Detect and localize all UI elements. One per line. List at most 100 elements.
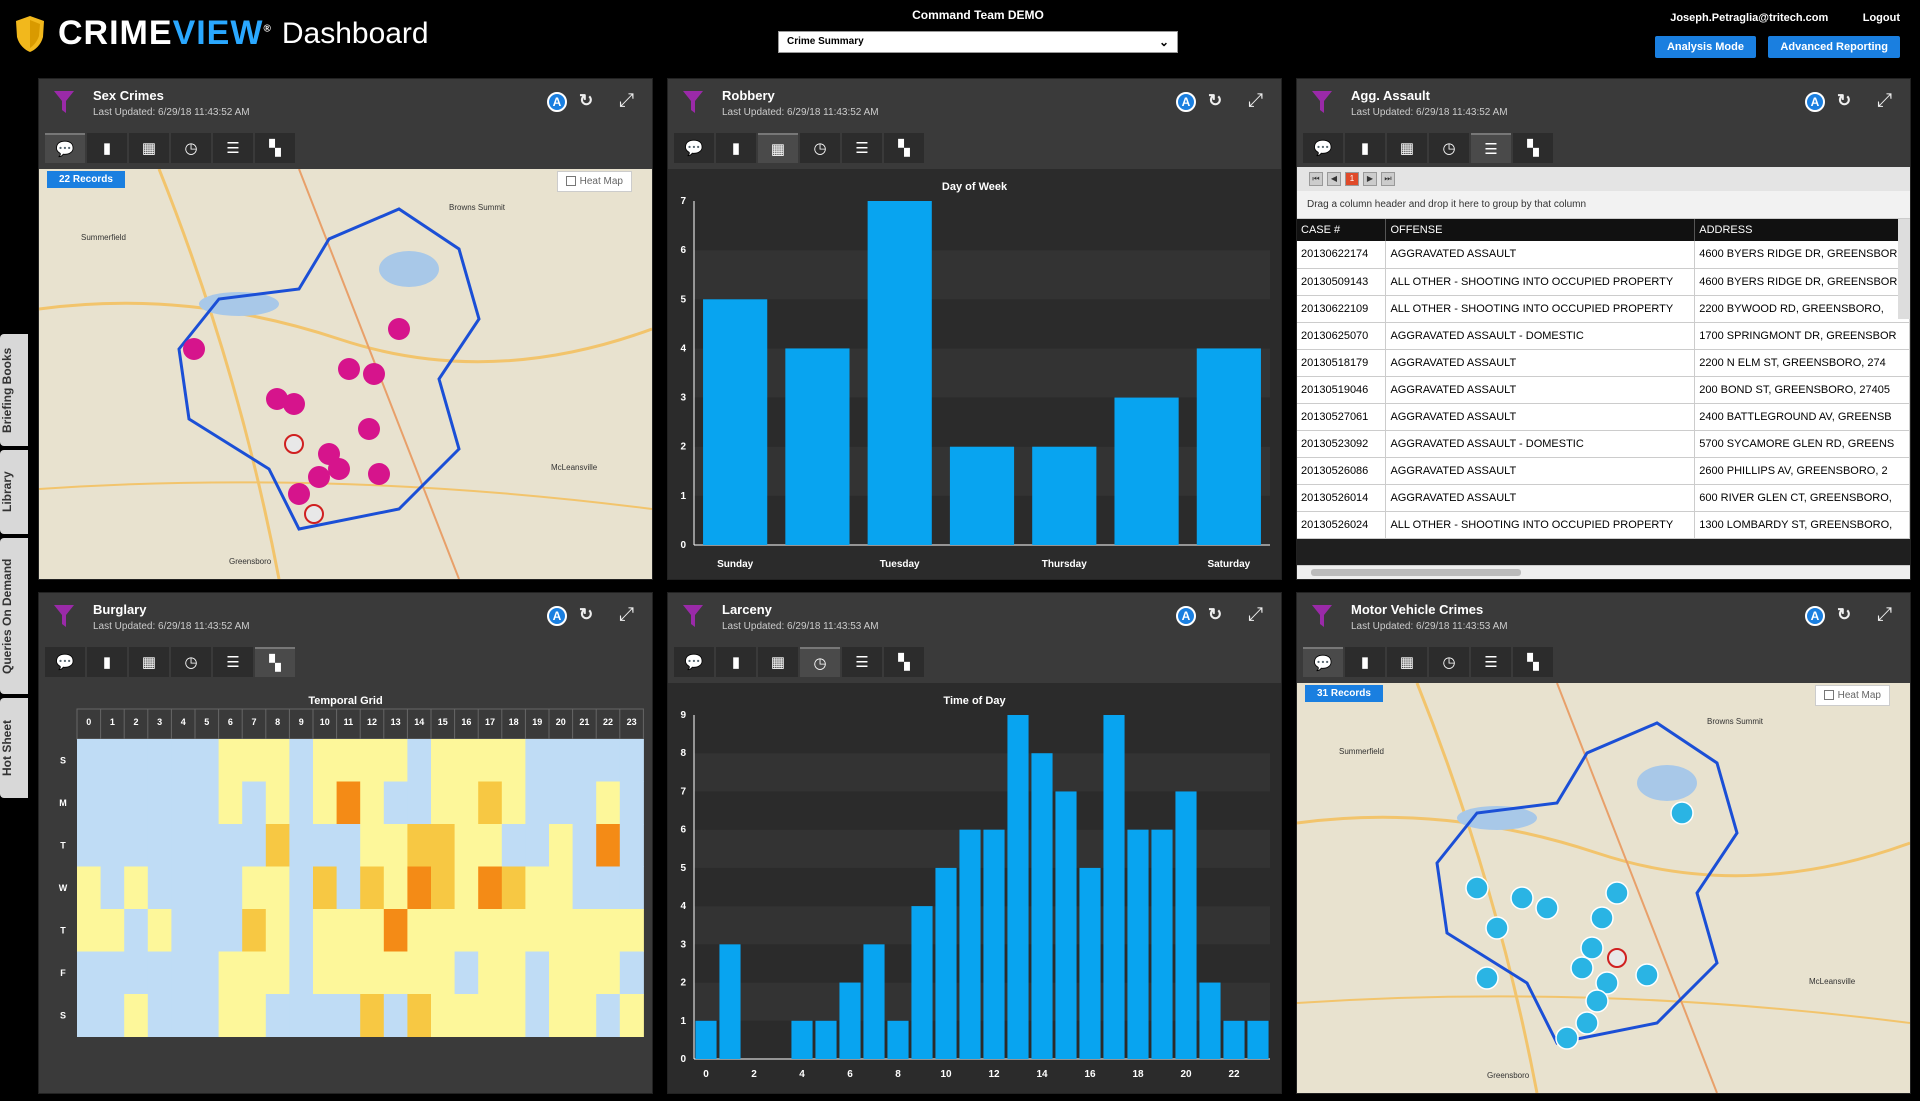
table-row[interactable]: 20130622109 ALL OTHER - SHOOTING INTO OCC… bbox=[1297, 295, 1910, 323]
table-row[interactable]: 20130526024 ALL OTHER - SHOOTING INTO OCC… bbox=[1297, 511, 1910, 539]
funnel-icon[interactable] bbox=[53, 89, 75, 115]
tab-temporal-grid[interactable]: ▚ bbox=[884, 647, 924, 677]
expand-icon[interactable]: ⤢ bbox=[1248, 90, 1264, 111]
tab-map[interactable]: 💬 bbox=[45, 133, 85, 163]
funnel-icon[interactable] bbox=[1311, 89, 1333, 115]
tab-temporal-grid[interactable]: ▚ bbox=[255, 133, 295, 163]
expand-icon[interactable]: ⤢ bbox=[619, 90, 635, 111]
expand-icon[interactable]: ⤢ bbox=[619, 604, 635, 625]
tab-clock[interactable]: ◷ bbox=[1429, 647, 1469, 677]
map-label: Greensboro bbox=[1487, 1071, 1530, 1080]
logout-link[interactable]: Logout bbox=[1862, 12, 1900, 24]
table-row[interactable]: 20130519046 AGGRAVATED ASSAULT 200 BOND ST… bbox=[1297, 376, 1910, 404]
heat-map-checkbox[interactable] bbox=[1823, 690, 1834, 701]
heat-map-checkbox[interactable] bbox=[565, 176, 576, 187]
tab-bar-chart[interactable]: ▮ bbox=[1345, 647, 1385, 677]
map-motor-vehicle[interactable]: 31 Records Heat Map Summerfield Browns S… bbox=[1297, 683, 1910, 1093]
tab-clock[interactable]: ◷ bbox=[171, 647, 211, 677]
tab-calendar[interactable]: ▦ bbox=[758, 647, 798, 677]
tab-bar-chart[interactable]: ▮ bbox=[1345, 133, 1385, 163]
tab-calendar[interactable]: ▦ bbox=[129, 133, 169, 163]
vertical-scrollbar[interactable] bbox=[1898, 219, 1910, 319]
sync-icon[interactable]: ↻ bbox=[579, 605, 594, 624]
tab-table[interactable]: ☰ bbox=[213, 647, 253, 677]
tab-bar-chart[interactable]: ▮ bbox=[87, 133, 127, 163]
tab-map[interactable]: 💬 bbox=[1303, 647, 1343, 677]
tab-clock[interactable]: ◷ bbox=[800, 647, 840, 677]
a-icon[interactable]: A bbox=[547, 92, 567, 112]
tab-clock[interactable]: ◷ bbox=[800, 133, 840, 163]
tab-temporal-grid[interactable]: ▚ bbox=[1513, 133, 1553, 163]
horizontal-scrollbar[interactable] bbox=[1297, 565, 1910, 579]
funnel-icon[interactable] bbox=[682, 603, 704, 629]
table-row[interactable]: 20130622174 AGGRAVATED ASSAULT 4600 BYERS … bbox=[1297, 241, 1910, 269]
expand-icon[interactable]: ⤢ bbox=[1877, 90, 1893, 111]
tab-bar-chart[interactable]: ▮ bbox=[716, 647, 756, 677]
funnel-icon[interactable] bbox=[1311, 603, 1333, 629]
tab-bar-chart[interactable]: ▮ bbox=[87, 647, 127, 677]
scrollbar-thumb[interactable] bbox=[1311, 569, 1521, 576]
tab-map[interactable]: 💬 bbox=[45, 647, 85, 677]
a-icon[interactable]: A bbox=[1176, 92, 1196, 112]
side-tab-briefing-books[interactable]: Briefing Books bbox=[0, 334, 28, 446]
tab-clock[interactable]: ◷ bbox=[1429, 133, 1469, 163]
table-row[interactable]: 20130526086 AGGRAVATED ASSAULT 2600 PHILLI… bbox=[1297, 457, 1910, 485]
a-icon[interactable]: A bbox=[547, 606, 567, 626]
sync-icon[interactable]: ↻ bbox=[579, 91, 594, 110]
table-row[interactable]: 20130527061 AGGRAVATED ASSAULT 2400 BATTLE… bbox=[1297, 403, 1910, 431]
tab-table[interactable]: ☰ bbox=[1471, 647, 1511, 677]
expand-icon[interactable]: ⤢ bbox=[1248, 604, 1264, 625]
column-header[interactable]: ADDRESS bbox=[1694, 219, 1910, 241]
a-icon[interactable]: A bbox=[1176, 606, 1196, 626]
analysis-mode-button[interactable]: Analysis Mode bbox=[1654, 36, 1756, 58]
tab-table[interactable]: ☰ bbox=[1471, 133, 1511, 163]
prev-page-button[interactable]: ◀ bbox=[1327, 172, 1341, 186]
map-sex-crimes[interactable]: 22 Records Heat Map Summerfield Browns S… bbox=[39, 169, 652, 579]
table-row[interactable]: 20130518179 AGGRAVATED ASSAULT 2200 N ELM … bbox=[1297, 349, 1910, 377]
next-page-button[interactable]: ▶ bbox=[1363, 172, 1377, 186]
advanced-reporting-button[interactable]: Advanced Reporting bbox=[1768, 36, 1900, 58]
tab-temporal-grid[interactable]: ▚ bbox=[255, 647, 295, 677]
tab-temporal-grid[interactable]: ▚ bbox=[1513, 647, 1553, 677]
dashboard-selector[interactable]: Crime Summary ⌄ bbox=[778, 31, 1178, 53]
tab-bar-chart[interactable]: ▮ bbox=[716, 133, 756, 163]
tab-table[interactable]: ☰ bbox=[842, 133, 882, 163]
a-icon[interactable]: A bbox=[1805, 606, 1825, 626]
first-page-button[interactable]: ⏮ bbox=[1309, 172, 1323, 186]
crimeview-logo[interactable]: CRIMEVIEW® Dashboard bbox=[14, 14, 429, 53]
sync-icon[interactable]: ↻ bbox=[1837, 91, 1852, 110]
funnel-icon[interactable] bbox=[682, 89, 704, 115]
tab-map[interactable]: 💬 bbox=[674, 647, 714, 677]
column-header[interactable]: CASE # bbox=[1297, 219, 1387, 241]
tab-calendar[interactable]: ▦ bbox=[1387, 647, 1427, 677]
a-icon[interactable]: A bbox=[1805, 92, 1825, 112]
table-row[interactable]: 20130523092 AGGRAVATED ASSAULT - DOMESTIC… bbox=[1297, 430, 1910, 458]
last-page-button[interactable]: ⏭ bbox=[1381, 172, 1395, 186]
side-tab-queries-on-demand[interactable]: Queries On Demand bbox=[0, 538, 28, 694]
expand-icon[interactable]: ⤢ bbox=[1877, 604, 1893, 625]
sync-icon[interactable]: ↻ bbox=[1208, 91, 1223, 110]
tab-calendar[interactable]: ▦ bbox=[758, 133, 798, 163]
page-number[interactable]: 1 bbox=[1345, 172, 1359, 186]
tab-calendar[interactable]: ▦ bbox=[129, 647, 169, 677]
side-tab-library[interactable]: Library bbox=[0, 450, 28, 534]
heat-map-toggle[interactable]: Heat Map bbox=[556, 171, 632, 192]
sync-icon[interactable]: ↻ bbox=[1208, 605, 1223, 624]
grid-cell bbox=[383, 781, 408, 825]
tab-temporal-grid[interactable]: ▚ bbox=[884, 133, 924, 163]
table-row[interactable]: 20130625070 AGGRAVATED ASSAULT - DOMESTIC… bbox=[1297, 322, 1910, 350]
group-by-hint[interactable]: Drag a column header and drop it here to… bbox=[1297, 191, 1910, 219]
side-tab-hot-sheet[interactable]: Hot Sheet bbox=[0, 698, 28, 798]
sync-icon[interactable]: ↻ bbox=[1837, 605, 1852, 624]
tab-table[interactable]: ☰ bbox=[842, 647, 882, 677]
table-row[interactable]: 20130526014 AGGRAVATED ASSAULT 600 RIVER G… bbox=[1297, 484, 1910, 512]
column-header[interactable]: OFFENSE bbox=[1385, 219, 1696, 241]
tab-map[interactable]: 💬 bbox=[674, 133, 714, 163]
tab-table[interactable]: ☰ bbox=[213, 133, 253, 163]
tab-map[interactable]: 💬 bbox=[1303, 133, 1343, 163]
tab-clock[interactable]: ◷ bbox=[171, 133, 211, 163]
table-row[interactable]: 20130509143 ALL OTHER - SHOOTING INTO OCC… bbox=[1297, 268, 1910, 296]
heat-map-toggle[interactable]: Heat Map bbox=[1814, 685, 1890, 706]
funnel-icon[interactable] bbox=[53, 603, 75, 629]
tab-calendar[interactable]: ▦ bbox=[1387, 133, 1427, 163]
